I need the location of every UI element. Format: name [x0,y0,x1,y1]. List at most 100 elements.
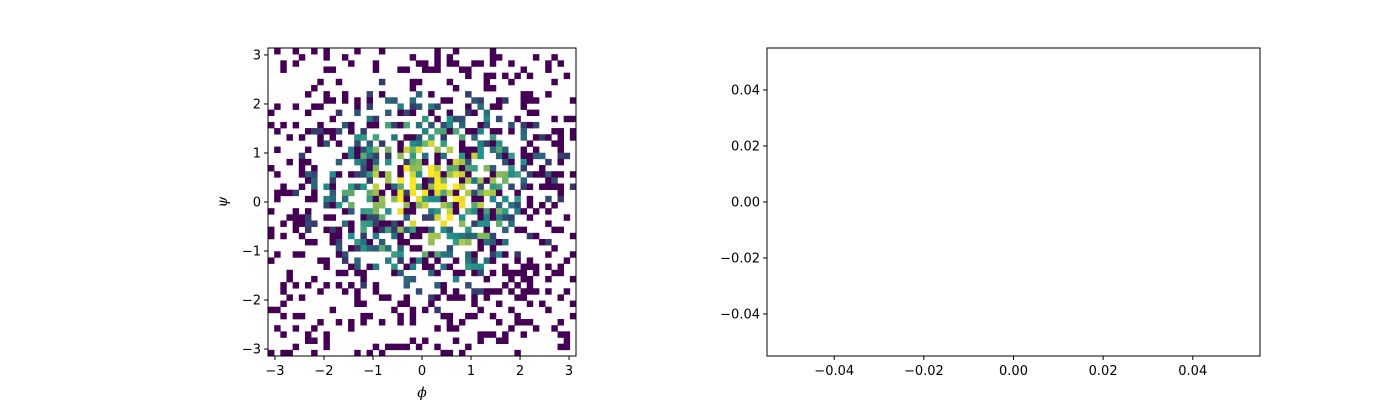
histogram-bin [520,128,528,135]
histogram-bin [409,306,417,314]
histogram-bin [477,60,484,67]
histogram-bin [551,226,558,234]
histogram-bin [539,183,546,190]
histogram-bin [551,54,558,61]
histogram-bin [446,146,454,154]
histogram-bin [440,349,447,357]
histogram-bin [446,109,454,117]
histogram-bin [465,109,472,117]
histogram-bin [354,257,361,264]
histogram-bin [483,294,491,301]
histogram-bin [409,208,417,215]
histogram-bin [428,121,435,129]
histogram-bin [532,109,540,117]
histogram-bin [360,245,367,252]
histogram-bin [563,72,571,80]
histogram-bin [372,171,380,178]
histogram-bin [397,245,404,252]
histogram-bin [292,251,300,258]
histogram-bin [391,183,398,190]
histogram-bin [311,337,318,344]
histogram-bin [397,226,404,234]
histogram-bin [428,251,435,258]
histogram-bin [471,269,478,277]
histogram-bin [440,152,447,160]
histogram-bin [354,152,361,160]
histogram-bin [348,146,355,154]
histogram-bin [304,208,312,215]
histogram-bin [551,202,558,209]
histogram-bin [446,214,454,221]
histogram-bin [471,189,478,197]
histogram-bin [477,232,484,240]
histogram-bin [274,306,281,314]
histogram-bin [274,48,281,55]
histogram-bin [335,202,343,209]
histogram-bin [403,66,410,73]
histogram-bin [354,158,361,166]
histogram-bin [458,134,466,141]
histogram-bin [434,306,441,314]
histogram-bin [532,171,540,178]
histogram-bin [514,349,521,357]
histogram-bin [446,189,454,197]
histogram-bin [434,294,441,301]
histogram-bin [292,48,300,55]
histogram-bin [428,269,435,277]
histogram-bin [428,134,435,141]
histogram-bin [477,140,484,147]
histogram-bin [292,312,300,320]
histogram-bin [335,269,343,277]
histogram-bin [514,319,521,326]
histogram-bin [422,140,429,147]
histogram-bin [341,220,349,227]
histogram-bin [452,208,460,215]
histogram-bin [483,238,491,246]
histogram-bin [483,121,491,129]
histogram-bin [452,294,460,301]
y-tick-label: 2 [253,97,261,112]
histogram-bin [311,48,318,55]
histogram-bin [514,312,521,320]
histogram-bin [317,78,324,86]
histogram-bin [458,140,466,147]
histogram-bin [298,312,306,320]
histogram-bin [569,115,577,123]
histogram-bin [391,121,398,129]
histogram-bin [329,183,337,190]
histogram-bin [354,171,361,178]
histogram-bin [458,214,466,221]
histogram-bin [304,109,312,117]
histogram-bin [465,208,472,215]
histogram-bin [317,134,324,141]
histogram-bin [532,232,540,240]
histogram-bin [366,220,374,227]
histogram-bin [391,97,398,104]
histogram-bin [477,269,484,277]
histogram-bin [391,306,398,314]
histogram-bin [532,269,540,277]
histogram-bin [415,288,423,295]
histogram-bin [526,183,534,190]
histogram-bin [520,134,528,141]
histogram-bin [335,282,343,289]
histogram-bin [434,183,441,190]
histogram-bin [446,208,454,215]
histogram-bin [458,183,466,190]
histogram-bin [526,214,534,221]
histogram-bin [360,208,367,215]
histogram-bin [446,319,454,326]
histogram-bin [348,208,355,215]
histogram-bin [520,103,528,110]
histogram-bin [489,331,497,338]
histogram-bin [545,177,552,184]
histogram-bin [335,109,343,117]
histogram-bin [569,128,577,135]
histogram-bin [440,312,447,320]
histogram-bin [366,312,374,320]
histogram-bin [391,343,398,351]
histogram-bin [489,269,497,277]
histogram-bin [415,202,423,209]
histogram-bin [471,128,478,135]
histogram-bin [483,331,491,338]
